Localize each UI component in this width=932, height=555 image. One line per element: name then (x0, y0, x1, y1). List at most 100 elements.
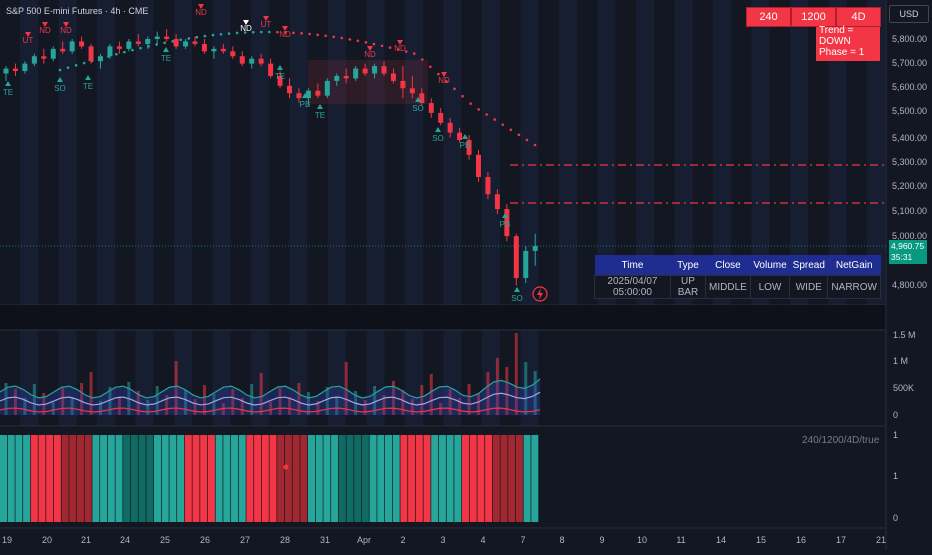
trend-status-badge: Trend = DOWN (816, 25, 880, 47)
volume-bar (288, 397, 291, 415)
indicator-settings-label[interactable]: 240/1200/4D/true (802, 435, 880, 446)
volume-axis-label: 0 (893, 410, 898, 420)
indicator-bar (338, 435, 346, 522)
timeframe-button-240[interactable]: 240 (746, 7, 791, 27)
svg-text:TE: TE (275, 72, 285, 81)
volume-bar (467, 384, 471, 415)
candle (353, 66, 359, 81)
svg-text:UT: UT (261, 20, 272, 29)
indicator-bar (238, 435, 246, 522)
indicator-bar (415, 435, 423, 522)
signal-marker: ND (279, 26, 291, 39)
volume-bar (439, 403, 443, 415)
candle (126, 39, 132, 52)
time-axis-label: 15 (756, 535, 766, 545)
svg-text:ND: ND (438, 76, 450, 85)
indicator-bar (53, 435, 61, 522)
volume-bar (202, 385, 206, 415)
signal-marker: ND (438, 72, 450, 85)
timeframe-button-4d[interactable]: 4D (836, 7, 881, 27)
candle (183, 39, 189, 49)
trend-dot (115, 52, 118, 56)
price-axis-label: 5,800.00 (892, 34, 927, 44)
indicator-bar (369, 435, 377, 522)
indicator-bar (84, 435, 92, 522)
trend-dot (316, 33, 319, 37)
session-band (597, 0, 616, 305)
signal-marker: ND (240, 20, 252, 33)
candle (419, 88, 425, 106)
indicator-bar (231, 435, 238, 522)
session-band (405, 0, 423, 305)
trend-dot (501, 123, 505, 126)
trend-dot (284, 31, 287, 34)
trend-dot (66, 66, 70, 69)
trend-dot (74, 64, 78, 67)
trend-dot (58, 68, 62, 72)
session-band (328, 0, 346, 305)
table-header-spread: Spread (789, 255, 828, 276)
trend-dot (356, 39, 360, 43)
session-band (58, 0, 77, 305)
volume-bar (23, 398, 27, 415)
timeframe-button-1200[interactable]: 1200 (791, 7, 836, 27)
time-axis[interactable]: 19 20 21 24 25 26 27 28 31 Apr 2 3 4 7 8 9 10 11 14 15 16 17 2… (2, 535, 886, 545)
symbol-title[interactable]: S&P 500 E-mini Futures · 4h · CME (6, 6, 149, 16)
trend-dot (493, 118, 497, 121)
trend-dot (276, 30, 279, 34)
trend-dot (437, 72, 440, 76)
volume-axis-label: 1.5 M (893, 330, 916, 340)
indicator-bar (469, 435, 477, 522)
volume-bar (297, 383, 301, 415)
volume-bar (335, 396, 339, 415)
signal-marker: PB (300, 93, 310, 109)
svg-text:ND: ND (279, 30, 291, 39)
candle (513, 233, 519, 286)
signal-marker: SO (412, 97, 424, 113)
price-axis-label: 5,500.00 (892, 106, 927, 116)
indicator-bar (184, 435, 192, 522)
lightning-icon[interactable] (532, 286, 548, 302)
trend-dot (445, 80, 448, 83)
volume-bar (325, 387, 329, 415)
session-band (251, 0, 269, 305)
candle (201, 39, 207, 54)
volume-bar (448, 389, 452, 415)
volume-bar (486, 372, 490, 415)
trend-dot (348, 38, 352, 41)
indicator-bar (477, 435, 485, 522)
volume-bar (363, 400, 367, 415)
svg-text:PB: PB (500, 220, 511, 229)
volume-bar (117, 396, 121, 415)
indicator-bar (269, 435, 277, 522)
session-band (482, 0, 500, 305)
session-band (790, 0, 808, 305)
volume-bar (32, 384, 36, 415)
volume-pane (0, 333, 541, 415)
volume-bar (70, 397, 74, 415)
price-axis-label: 4,800.00 (892, 280, 927, 290)
volume-bar (458, 398, 462, 415)
indicator-bar (300, 435, 308, 522)
indicator-bar (523, 435, 531, 522)
price-axis[interactable]: 5,800.00 5,700.00 5,600.00 5,500.00 5,400.00… (892, 34, 927, 290)
time-axis-label: 26 (200, 535, 210, 545)
indicator-bar (15, 435, 23, 522)
svg-text:ND: ND (240, 24, 252, 33)
indicator-bar (123, 435, 131, 522)
volume-bar (108, 387, 112, 415)
indicator-bar (454, 435, 462, 522)
time-axis-label: 9 (599, 535, 604, 545)
session-band (636, 0, 654, 305)
svg-text:ND: ND (195, 8, 207, 17)
session-band (443, 0, 462, 305)
volume-bar (51, 402, 55, 415)
currency-selector[interactable]: USD (889, 5, 929, 23)
signal-marker: TE (315, 104, 325, 120)
indicator-bar (30, 435, 38, 522)
indicator-dot (283, 464, 289, 470)
candle (12, 63, 18, 76)
session-band (443, 330, 462, 426)
indicator-bar (261, 435, 269, 522)
